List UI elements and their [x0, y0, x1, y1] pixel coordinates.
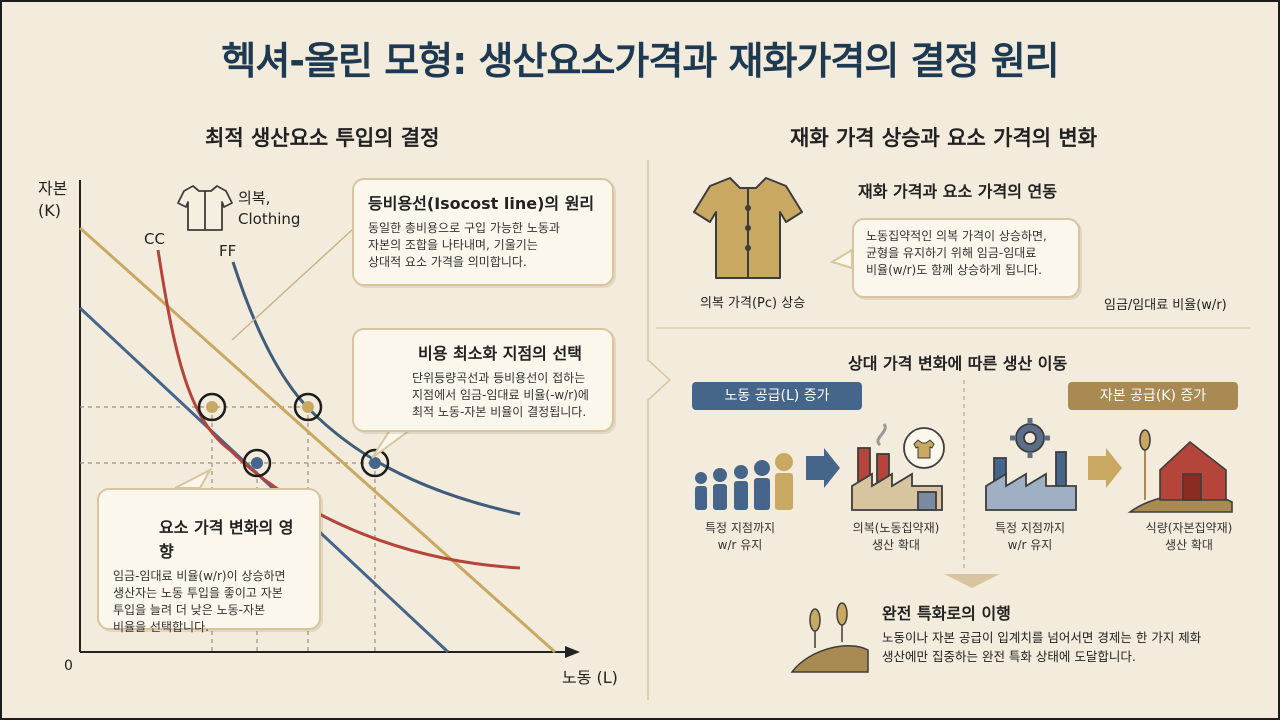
labor-right-caption: 의복(노동집약재) 생산 확대 — [852, 521, 940, 552]
y-axis-label: 자본 (K) — [38, 179, 68, 220]
price-effect-body: 임금-임대료 비율(w/r)이 상승하면 생산자는 노동 투입을 좋이고 자본 투입… — [113, 569, 286, 634]
right-heading: 재화 가격 상승과 요소 가격의 변화 — [790, 126, 1098, 150]
shirt-caption: 의복 가격(Pc) 상승 — [700, 296, 806, 311]
isoquant-cc — [156, 249, 521, 570]
isocost-body: 동일한 총비용으로 구입 가능한 노동과 자본의 조합을 나타내며, 기울기는 상대… — [368, 221, 560, 269]
link-callout: 노동집약적인 의복 가격이 상승하면, 균형을 유지하기 위해 임금-임대료 비율(… — [852, 218, 1080, 298]
capital-right-caption: 식량(자본집약재) 생산 확대 — [1145, 521, 1233, 552]
left-heading: 최적 생산요소 투입의 결정 — [205, 126, 440, 150]
ratio-caption: 임금/임대료 비율(w/r) — [1104, 298, 1227, 313]
page-title: 헥셔-올린 모형: 생산요소가격과 재화가격의 결정 원리 — [221, 39, 1059, 83]
panel-divider — [647, 160, 672, 700]
factory-clothing-icon — [851, 423, 945, 511]
link-body: 노동집약적인 의복 가격이 상승하면, 균형을 유지하기 위해 임금-임대료 비율(… — [866, 229, 1047, 277]
origin-label: 0 — [64, 658, 73, 674]
labor-pill: 노동 공급(L) 증가 — [692, 382, 862, 410]
clothing-label: 의복, Clothing — [238, 189, 301, 228]
cost-min-title: 비용 최소화 지점의 선택 — [418, 344, 582, 363]
x-axis-arrow — [565, 646, 580, 658]
capital-left-caption: 특정 지점까지 w/r 유지 — [994, 521, 1066, 552]
barn-farm-icon — [1127, 429, 1233, 513]
ff-label: FF — [219, 242, 237, 260]
funnel-arrow — [944, 574, 1000, 588]
isocost-line-tan — [79, 226, 556, 654]
shirt-icon — [693, 177, 803, 279]
arrow-right-tan — [1088, 448, 1122, 488]
isocost-callout: 등비용선(Isocost line)의 원리 동일한 총비용으로 구입 가능한 … — [352, 178, 614, 286]
special-title: 완전 특화로의 이행 — [882, 604, 1011, 623]
x-axis-label: 노동 (L) — [562, 668, 618, 687]
shift-title: 상대 가격 변화에 따른 생산 이동 — [848, 354, 1068, 373]
factory-gear-icon — [985, 418, 1077, 511]
link-title: 재화 가격과 요소 가격의 연동 — [858, 182, 1057, 201]
arrow-right-blue — [806, 448, 840, 488]
price-effect-callout: 요소 가격 변화의 영향 임금-임대료 비율(w/r)이 상승하면 생산자는 노동… — [97, 488, 321, 634]
special-body: 노동이나 자본 공급이 입계치를 넘어서면 경제는 한 가지 제화 생산에만 집중… — [882, 630, 1202, 664]
workers-icon — [695, 453, 793, 510]
cost-min-body: 단위등량곡선과 등비용선이 접하는 지점에서 임금-임대료 비율(-w/r)에 최적… — [412, 371, 589, 419]
cc-label: CC — [144, 230, 165, 248]
capital-pill: 자본 공급(K) 증가 — [1068, 382, 1238, 410]
wheat-field-icon — [790, 602, 869, 673]
labor-left-caption: 특정 지점까지 w/r 유지 — [704, 521, 776, 552]
isocost-title: 등비용선(Isocost line)의 원리 — [368, 194, 595, 213]
tangency-points — [197, 392, 390, 478]
price-effect-title: 요소 가격 변화의 영향 — [159, 518, 294, 561]
cost-min-callout: 비용 최소화 지점의 선택 단위등량곡선과 등비용선이 접하는 지점에서 임금-임… — [352, 328, 614, 432]
clothing-shirt-icon — [177, 185, 233, 231]
